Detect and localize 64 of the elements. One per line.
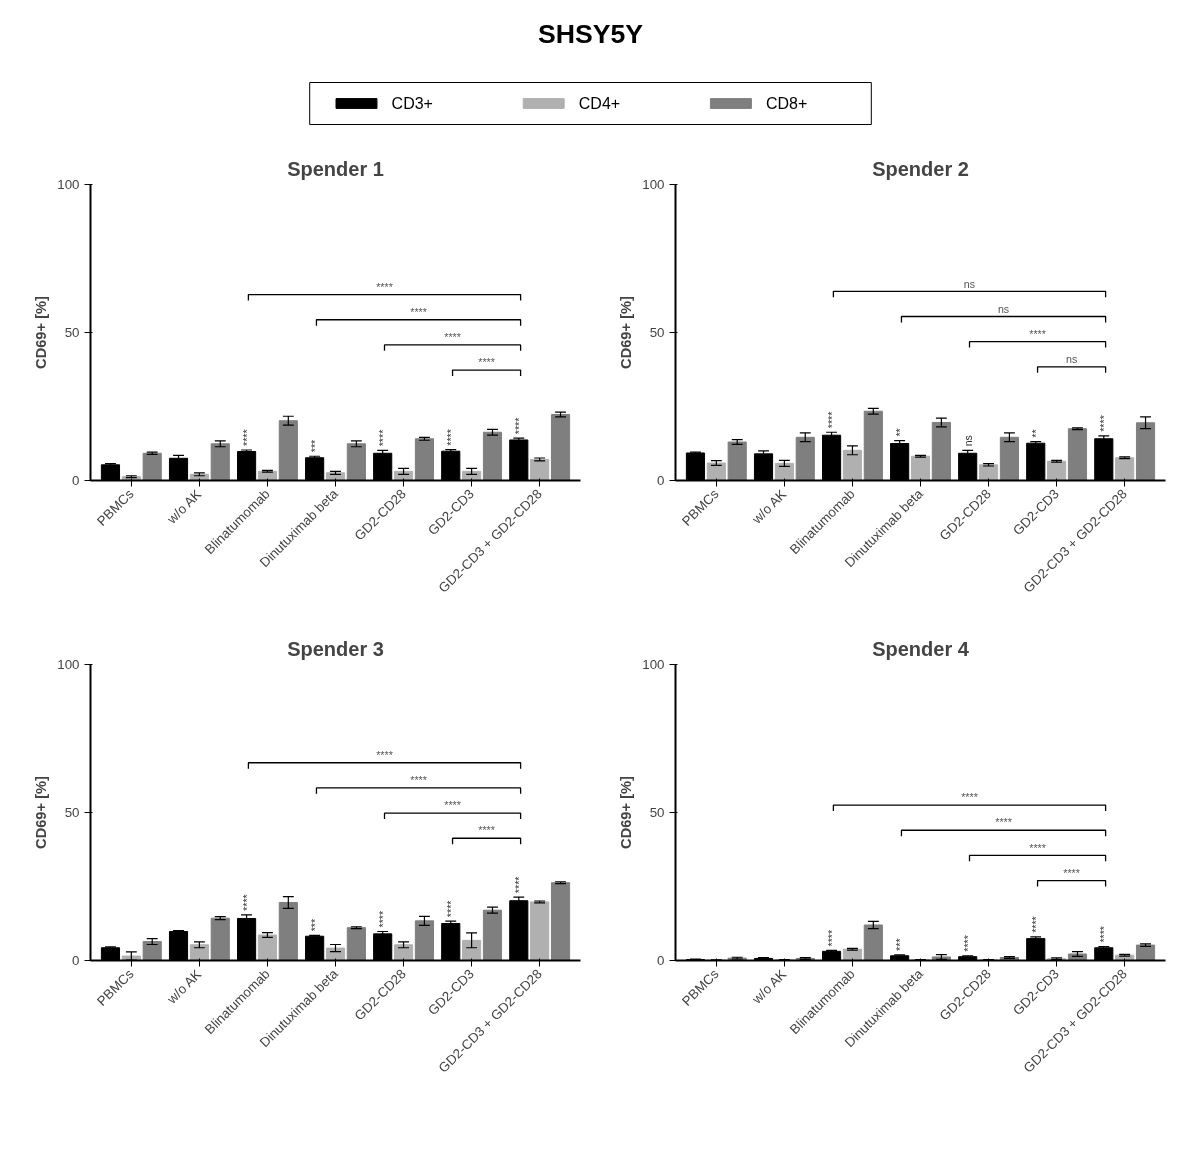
data-label: **** (444, 900, 457, 918)
annotation: **** (376, 280, 393, 293)
data-label: **** (1097, 415, 1110, 432)
annotation: **** (995, 816, 1012, 829)
y-tick-label: 100 (57, 177, 80, 192)
annotation: **** (444, 331, 461, 344)
y-tick-label: 0 (657, 473, 665, 488)
annotation: **** (410, 306, 427, 318)
annotation: **** (1029, 841, 1046, 854)
data-label: **** (825, 411, 838, 429)
chart-title: Spender 1 (287, 157, 384, 180)
annotation: ns (963, 277, 976, 290)
y-axis-title: CD69+ [%] (33, 775, 50, 849)
data-label: **** (1029, 916, 1042, 933)
data-label: **** (1097, 925, 1110, 943)
data-label: **** (240, 429, 253, 447)
x-tick-label: w/o AK (163, 966, 205, 1008)
y-tick-label: 0 (72, 953, 80, 968)
y-axis-title: CD69+ [%] (33, 295, 50, 369)
x-tick-label: w/o AK (748, 486, 790, 528)
data-label: *** (893, 938, 906, 951)
chart-title: Spender 2 (872, 157, 969, 180)
data-label: **** (512, 876, 525, 894)
y-tick-label: 0 (657, 953, 665, 968)
y-tick-label: 100 (642, 657, 665, 672)
annotation: ns (1065, 353, 1078, 366)
y-tick-label: 50 (649, 325, 665, 340)
text: SHSY5Y (537, 18, 644, 49)
legend-label: CD8+ (766, 95, 808, 112)
chart-title: Spender 3 (287, 637, 384, 660)
y-axis-title: CD69+ [%] (618, 295, 635, 369)
y-tick-label: 50 (649, 805, 665, 820)
annotation: **** (444, 799, 461, 812)
x-tick-label: w/o AK (748, 966, 790, 1008)
annotation: **** (410, 774, 427, 787)
data-label: **** (376, 910, 389, 928)
data-label: **** (961, 935, 974, 952)
data-label: ** (893, 428, 906, 437)
y-tick-label: 0 (72, 473, 80, 488)
annotation: **** (478, 824, 495, 837)
y-tick-label: 50 (64, 805, 80, 820)
data-label: *** (308, 439, 321, 453)
x-tick-label: w/o AK (163, 486, 205, 528)
chart-title: Spender 4 (872, 637, 970, 660)
data-label: **** (512, 417, 525, 435)
data-label: **** (376, 429, 389, 447)
annotation: **** (961, 791, 978, 804)
data-label: **** (825, 929, 838, 947)
data-label: ** (1029, 429, 1042, 438)
annotation: **** (376, 749, 393, 761)
y-tick-label: 100 (642, 177, 665, 192)
legend-label: CD4+ (578, 95, 621, 112)
annotation: **** (1029, 327, 1046, 340)
y-axis-title: CD69+ [%] (618, 775, 635, 849)
annotation: **** (478, 356, 495, 369)
annotation: **** (1063, 866, 1080, 879)
data-label: *** (308, 918, 321, 932)
y-tick-label: 100 (57, 657, 80, 672)
data-label: **** (240, 894, 253, 911)
annotation: ns (997, 302, 1010, 315)
data-label: ns (961, 435, 974, 447)
data-label: **** (444, 429, 457, 446)
legend-label: CD3+ (391, 95, 433, 112)
y-tick-label: 50 (64, 325, 80, 340)
